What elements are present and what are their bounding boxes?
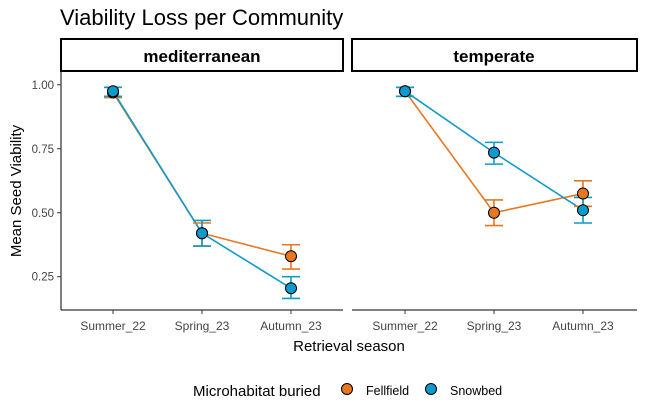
y-tick-label: 1.00 — [32, 80, 54, 92]
data-point-snowbed — [196, 227, 208, 240]
series-line-snowbed — [112, 90, 292, 289]
legend: Microhabitat buried Fellfield Snowbed — [193, 383, 502, 400]
data-point-snowbed — [488, 146, 500, 159]
legend-swatch-fellfield — [341, 383, 353, 395]
y-axis-title: Mean Seed Viability — [8, 124, 25, 257]
chart-title: Viability Loss per Community — [60, 5, 343, 30]
strip-temperate — [351, 38, 638, 72]
strip-mediterranean — [60, 38, 344, 72]
x-axis-title: Retrieval season — [293, 338, 405, 355]
x-tick-label: Autumn_23 — [552, 319, 614, 333]
legend-label-snowbed: Snowbed — [450, 384, 502, 398]
x-tick-label: Autumn_23 — [260, 319, 322, 333]
y-tick-label: 0.75 — [32, 144, 54, 156]
strip-label-temperate: temperate — [453, 47, 534, 66]
y-tick-label: 0.50 — [32, 208, 54, 220]
legend-swatch-snowbed — [425, 383, 437, 395]
data-point-snowbed — [577, 204, 589, 217]
data-point-snowbed — [399, 85, 411, 98]
data-point-snowbed — [107, 85, 119, 98]
data-point-fellfield — [577, 187, 589, 200]
data-point-snowbed — [285, 282, 297, 295]
x-tick-label: Summer_22 — [372, 319, 438, 333]
legend-title: Microhabitat buried — [193, 383, 321, 400]
data-point-fellfield — [488, 206, 500, 219]
panel-temperate — [396, 85, 592, 227]
legend-label-fellfield: Fellfield — [366, 384, 409, 398]
data-point-fellfield — [285, 250, 297, 263]
x-tick-label: Spring_23 — [467, 319, 522, 333]
panel-mediterranean — [104, 85, 300, 300]
x-tick-label: Spring_23 — [175, 319, 230, 333]
x-tick-label: Summer_22 — [80, 319, 146, 333]
strip-label-mediterranean: mediterranean — [143, 47, 260, 66]
y-tick-label: 0.25 — [32, 272, 54, 284]
